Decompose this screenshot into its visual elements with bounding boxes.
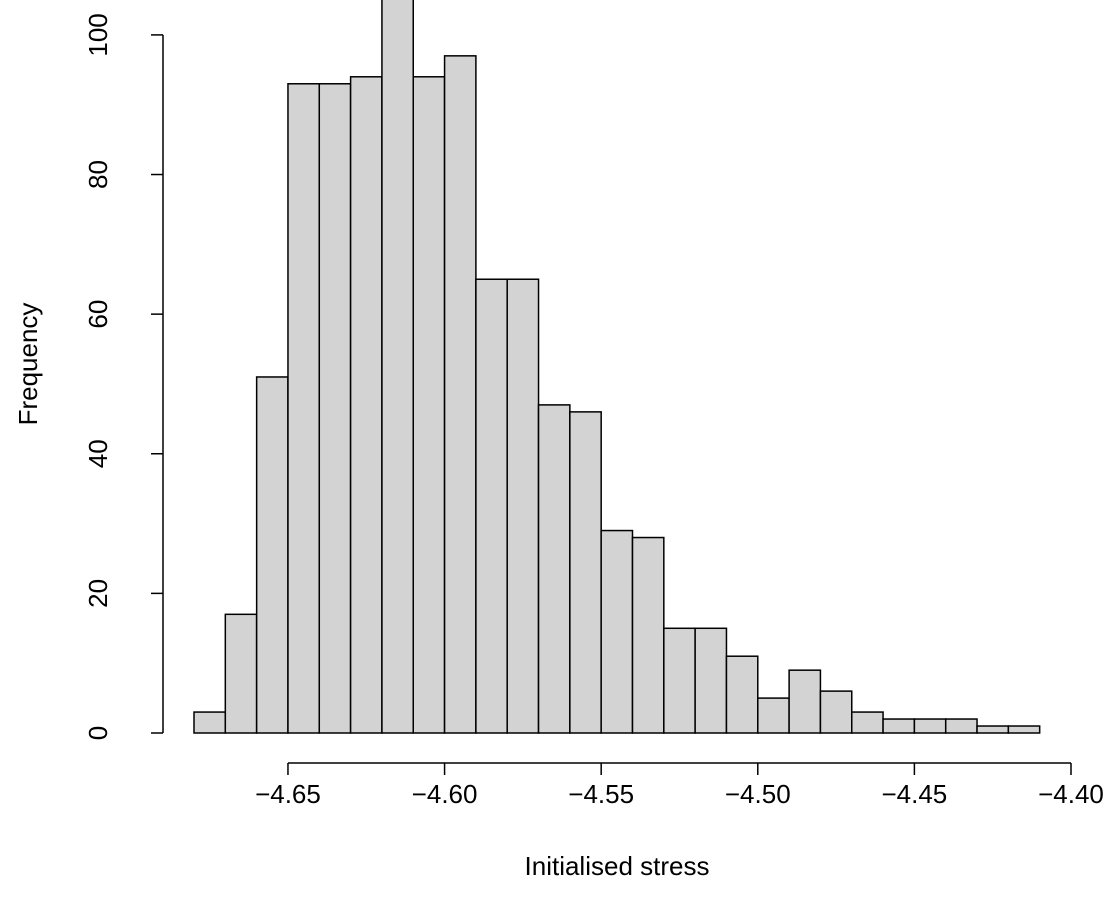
bar (944, 718, 978, 734)
bar (287, 83, 321, 734)
bar (851, 711, 884, 734)
y-axis-title: Frequency (13, 303, 43, 426)
bar (913, 718, 947, 734)
bar (1007, 725, 1041, 734)
bar (819, 690, 853, 734)
x-tick-label: −4.50 (725, 779, 791, 809)
bar (694, 627, 728, 734)
bar (224, 613, 258, 734)
x-tick-label: −4.45 (881, 779, 947, 809)
x-axis-title: Initialised stress (525, 851, 710, 881)
bar (506, 278, 540, 734)
bar (882, 718, 916, 734)
bar (318, 83, 352, 734)
bar (631, 536, 665, 734)
x-tick-label: −4.60 (412, 779, 478, 809)
bar (663, 627, 696, 734)
bar (475, 278, 508, 734)
y-tick-label: 0 (83, 726, 113, 740)
x-tick-label: −4.40 (1038, 779, 1104, 809)
bar (976, 725, 1010, 734)
x-tick-label: −4.65 (255, 779, 321, 809)
bar (349, 76, 383, 734)
y-tick-label: 20 (83, 579, 113, 608)
y-tick-label: 40 (83, 439, 113, 468)
x-tick-label: −4.55 (568, 779, 634, 809)
bar (443, 55, 477, 734)
y-tick-label: 80 (83, 160, 113, 189)
bar (600, 529, 634, 734)
bar (569, 411, 602, 734)
bar (381, 0, 414, 734)
bar (725, 655, 759, 734)
y-tick-label: 60 (83, 300, 113, 329)
bar (412, 76, 446, 734)
bar (193, 711, 227, 734)
bar (255, 376, 289, 734)
bar (757, 697, 790, 734)
bar (537, 404, 571, 734)
bar (788, 669, 822, 734)
y-tick-label: 100 (83, 13, 113, 56)
